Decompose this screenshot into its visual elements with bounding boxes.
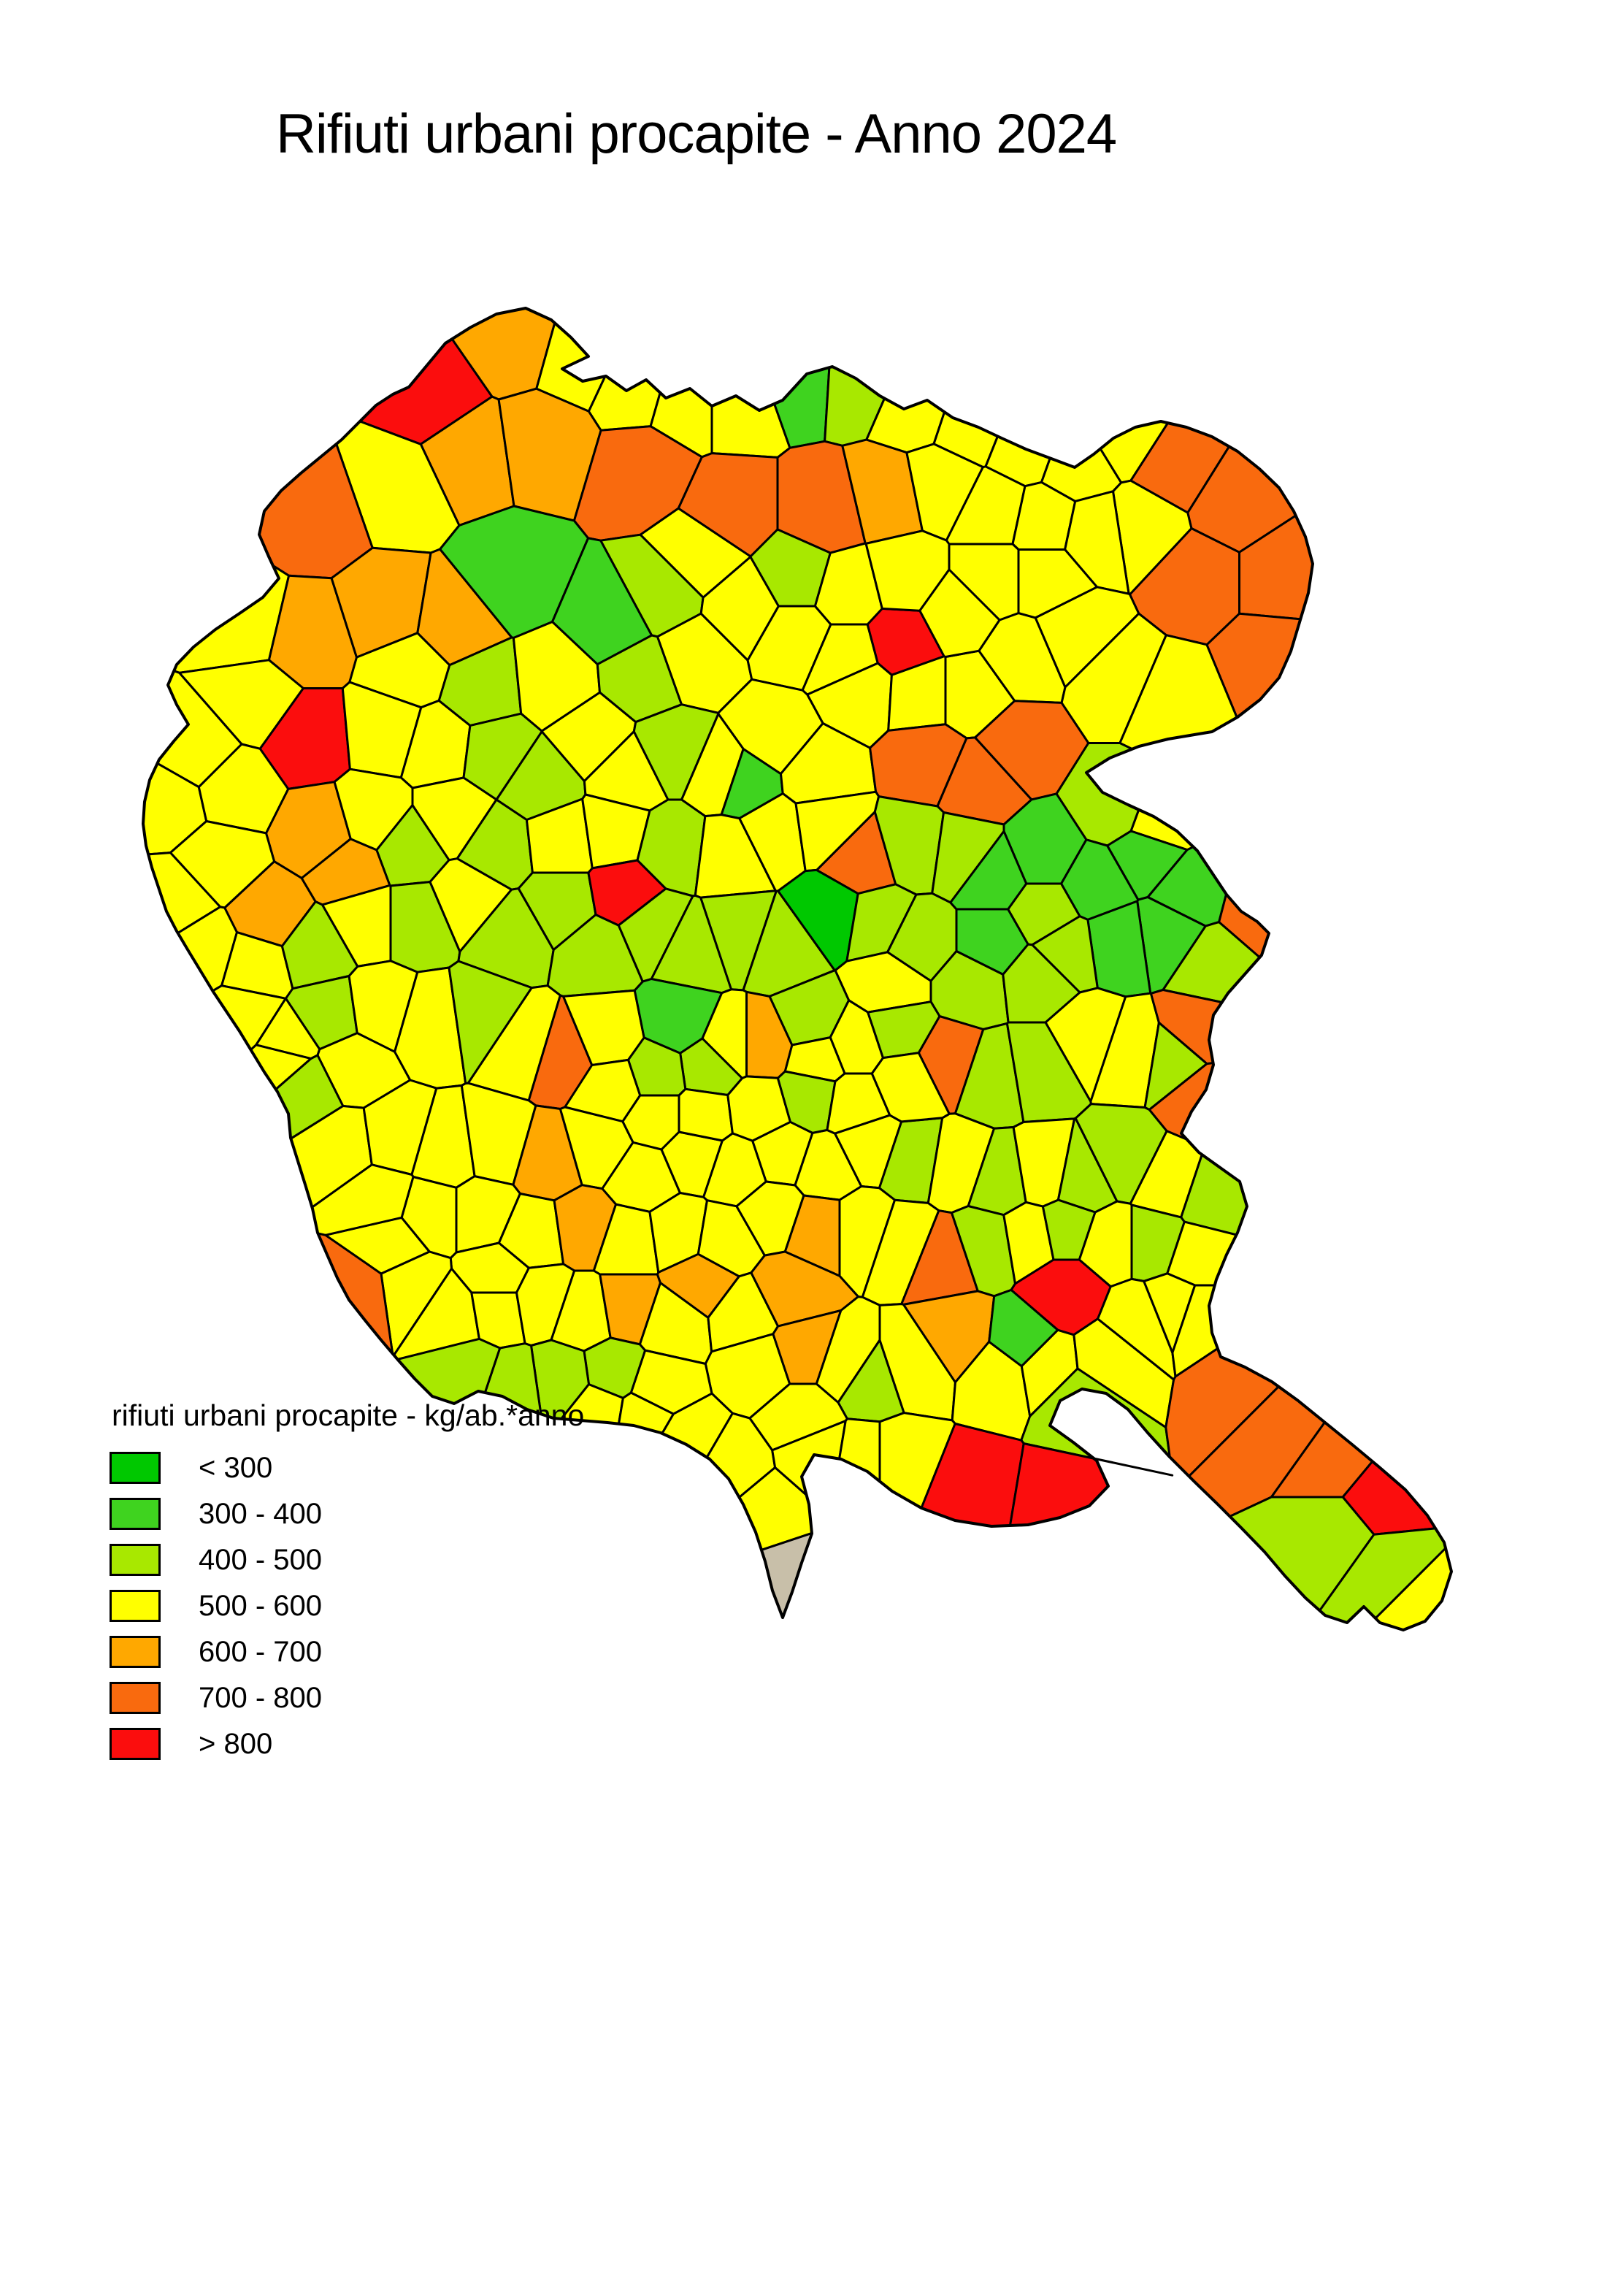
municipality-cell (838, 1417, 881, 1482)
legend-row: 400 - 500 (110, 1544, 584, 1576)
legend-row: > 800 (110, 1728, 584, 1760)
municipality-cell (949, 830, 1028, 911)
municipality-cell (870, 1052, 951, 1123)
legend-swatch (110, 1682, 161, 1714)
legend-label: < 300 (199, 1451, 273, 1484)
municipality-cell (678, 1087, 734, 1142)
legend-label: 500 - 600 (199, 1589, 323, 1622)
municipality-cell (918, 568, 1001, 658)
municipality-cell (988, 1288, 1059, 1368)
municipality-cell (717, 678, 824, 776)
legend-swatch (110, 1590, 161, 1622)
legend-label: > 800 (199, 1727, 273, 1760)
legend-row: 300 - 400 (110, 1498, 584, 1530)
legend-label: 700 - 800 (199, 1681, 323, 1714)
page-title: Rifiuti urbani procapite - Anno 2024 (276, 103, 1117, 165)
legend-title: rifiuti urbani procapite - kg/ab.*anno (112, 1398, 585, 1432)
legend-row: 700 - 800 (110, 1682, 584, 1714)
legend-swatch (110, 1452, 161, 1484)
legend: rifiuti urbani procapite - kg/ab.*anno <… (110, 1398, 584, 1774)
municipality-cell (864, 529, 951, 612)
legend-rows: < 300 300 - 400 400 - 500 500 - 600 600 - 70… (110, 1452, 584, 1760)
legend-swatch (110, 1544, 161, 1576)
legend-label: 600 - 700 (199, 1635, 323, 1668)
legend-label: 300 - 400 (199, 1497, 323, 1530)
legend-swatch (110, 1636, 161, 1668)
legend-label: 400 - 500 (199, 1543, 323, 1576)
legend-row: 600 - 700 (110, 1636, 584, 1668)
municipality-cell (1017, 548, 1098, 619)
legend-swatch (110, 1728, 161, 1760)
legend-row: 500 - 600 (110, 1590, 584, 1622)
legend-swatch (110, 1498, 161, 1530)
region-outline (142, 307, 1453, 1631)
legend-row: < 300 (110, 1452, 584, 1484)
